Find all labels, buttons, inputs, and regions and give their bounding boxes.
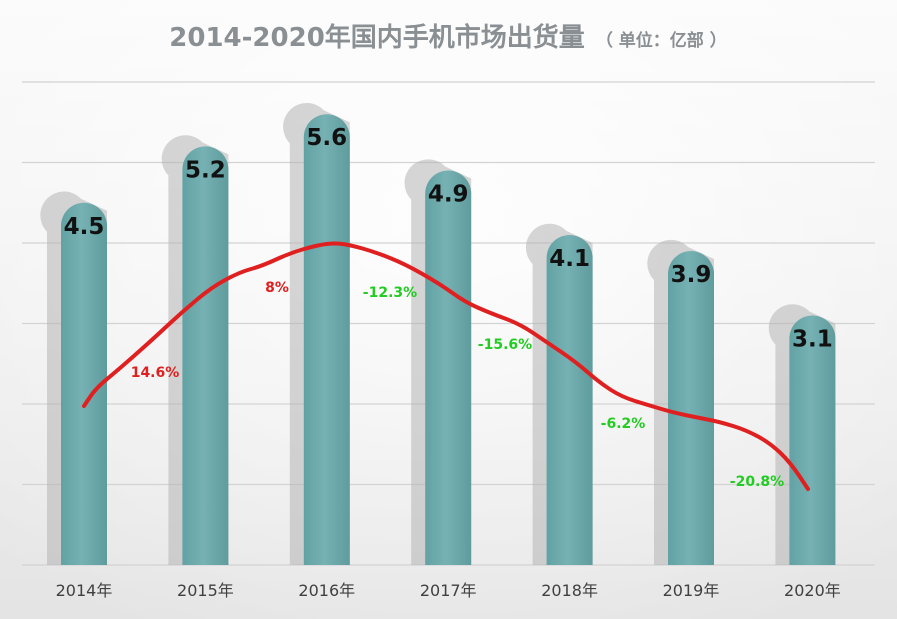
growth-rate-label: 14.6% — [131, 365, 180, 381]
x-tick-label: 2016年 — [298, 581, 355, 600]
growth-line-path — [82, 241, 810, 491]
bar — [668, 251, 714, 566]
bar — [182, 146, 229, 565]
bar-value-label: 3.1 — [792, 326, 833, 352]
growth-rate-label: -15.6% — [478, 337, 532, 353]
bar — [789, 315, 836, 565]
bar — [425, 170, 472, 566]
growth-labels: 14.6% 8% -12.3% -15.6% -6.2% -20.8% — [131, 280, 784, 490]
x-tick-label: 2015年 — [177, 581, 234, 600]
bar — [61, 202, 107, 566]
x-tick-label: 2017年 — [420, 581, 477, 600]
x-tick-label: 2020年 — [784, 581, 841, 600]
chart-title-group: 2014-2020年国内手机市场出货量 （ 单位：亿部 ） — [169, 22, 726, 53]
bar-value-label: 3.9 — [671, 262, 712, 288]
growth-line — [82, 241, 810, 491]
x-axis: 2014年 2015年 2016年 2017年 2018年 2019年 2020年 — [56, 581, 841, 600]
bar-value-label: 4.9 — [428, 182, 469, 208]
bar-value-label: 4.1 — [549, 246, 590, 272]
x-tick-label: 2014年 — [56, 581, 113, 600]
value-labels: 4.5 5.2 5.6 4.9 4.1 3.9 3.1 — [64, 125, 833, 352]
bars — [61, 114, 836, 566]
growth-rate-label: 8% — [265, 280, 289, 296]
chart-title: 2014-2020年国内手机市场出货量 — [169, 22, 585, 53]
chart-title-unit: （ 单位：亿部 ） — [596, 30, 727, 51]
bar — [546, 234, 593, 566]
bar — [303, 114, 350, 565]
growth-rate-label: -12.3% — [363, 285, 417, 301]
bar-value-label: 5.6 — [306, 125, 347, 151]
x-tick-label: 2018年 — [541, 581, 598, 600]
bar-value-label: 4.5 — [64, 214, 105, 240]
x-tick-label: 2019年 — [663, 581, 720, 600]
bar-value-label: 5.2 — [185, 157, 226, 183]
growth-rate-label: -20.8% — [730, 474, 784, 490]
growth-rate-label: -6.2% — [601, 416, 646, 432]
